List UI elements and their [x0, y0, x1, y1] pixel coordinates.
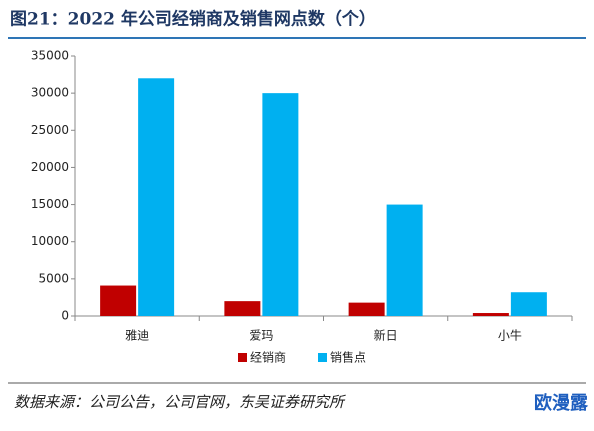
bar [224, 301, 261, 316]
x-tick-label: 雅迪 [125, 328, 149, 343]
x-tick-label: 小牛 [498, 328, 522, 343]
y-tick-label: 5000 [38, 271, 69, 285]
bar [262, 93, 299, 317]
bar [386, 204, 423, 316]
legend-label: 销售点 [330, 350, 366, 365]
source: 数据来源：公司公告，公司官网，东吴证券研究所 [14, 393, 346, 411]
watermark: 欧漫露 [534, 392, 589, 414]
y-tick-label: 20000 [31, 160, 69, 174]
x-tick-label: 爱玛 [249, 329, 273, 343]
x-tick-label: 新日 [374, 328, 398, 343]
bar [138, 78, 175, 317]
y-tick-label: 30000 [31, 86, 69, 100]
bar [348, 302, 385, 316]
y-tick-label: 0 [61, 309, 69, 323]
bar [472, 313, 509, 316]
legend-swatch [238, 353, 247, 362]
y-tick-label: 15000 [31, 197, 69, 211]
legend-swatch [318, 353, 327, 362]
chart-title: 图21：2022 年公司经销商及销售网点数（个） [10, 9, 376, 30]
y-tick-label: 10000 [31, 234, 69, 248]
y-tick-label: 25000 [31, 123, 69, 137]
bar [100, 285, 137, 316]
y-tick-label: 35000 [31, 49, 69, 63]
bar [510, 292, 547, 316]
legend-label: 经销商 [250, 350, 286, 365]
